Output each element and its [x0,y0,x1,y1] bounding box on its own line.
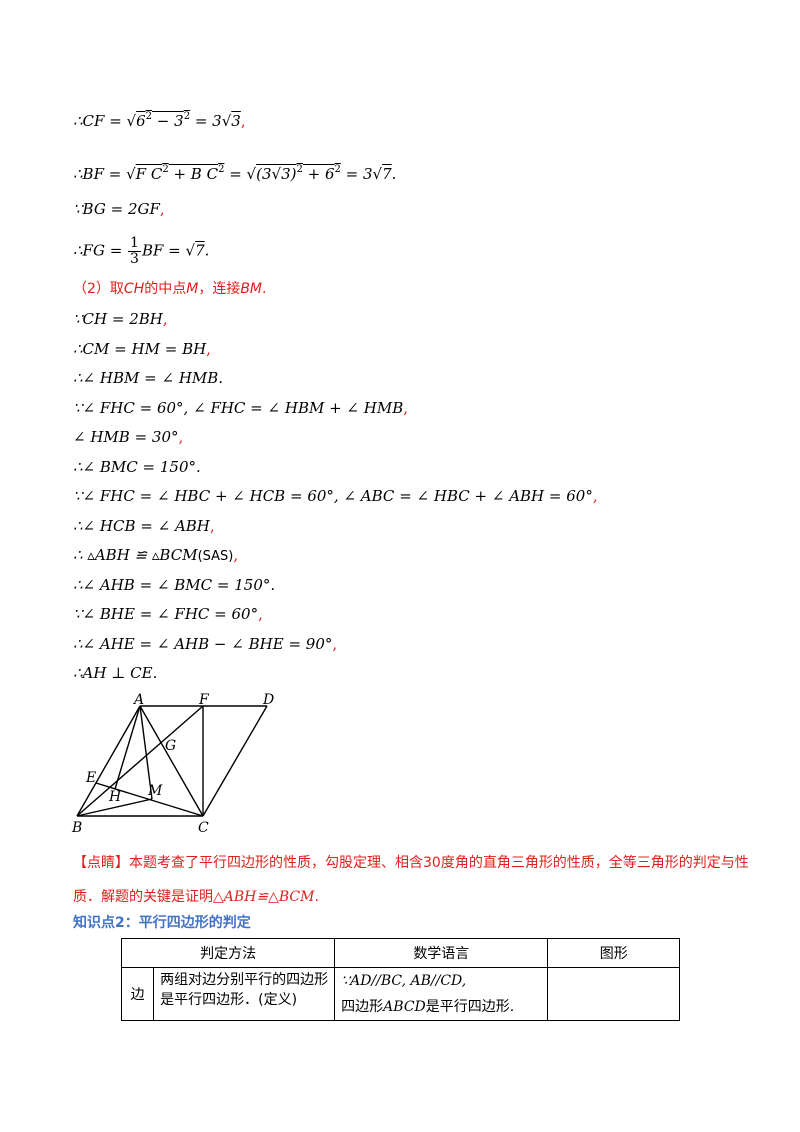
header-figure: 图形 [547,938,680,968]
header-math-language: 数学语言 [334,938,549,968]
row-math-language: ∵AD//BC, AB//CD, 四边形ABCD是平行四边形. [334,967,549,1021]
proof-line: ∵BG = 2GF, [73,200,165,218]
label-F: F [198,692,210,708]
row-category: 边 [120,967,155,1021]
knowledge-point-title: 知识点2：平行四边形的判定 [73,915,251,931]
table-header-row: 判定方法 数学语言 图形 [120,938,680,968]
proof-line: ∵∠ BHE = ∠ FHC = 60°, [73,605,263,623]
proof-line: ∴∠ HBM = ∠ HMB. [73,369,224,387]
proof-line: ∴AH ⊥ CE. [73,664,158,682]
proof-line: ∴ ▵ABH ≌ ▵BCM(SAS), [73,546,239,564]
side-DC [202,705,268,817]
proof-line: ∴∠ BMC = 150°. [73,458,201,476]
proof-line: ∵∠ FHC = ∠ HBC + ∠ HCB = 60°, ∠ ABC = ∠ … [73,487,598,505]
label-D: D [262,692,274,708]
label-C: C [198,820,209,836]
proof-line-part2: （2）取CH的中点M，连接BM. [73,281,267,297]
proof-line: ∴∠ HCB = ∠ ABH, [73,517,215,535]
proof-line: ∴FG = 1 3 BF = √7. [73,235,210,267]
label-A: A [132,692,144,708]
header-method: 判定方法 [120,938,336,968]
label-B: B [71,820,82,836]
proof-line: ∵∠ FHC = 60°, ∠ FHC = ∠ HBM + ∠ HMB, [73,399,409,417]
segment-AM [139,705,153,800]
proof-line: ∴∠ AHB = ∠ BMC = 150°. [73,576,276,594]
proof-line: ∴CF = √62 − 32 = 3√3, [73,111,246,130]
label-G: G [165,738,176,754]
segment-BM [76,798,153,817]
math-statement-1: ∵AD//BC, AB//CD, [341,973,467,989]
segment-AH [114,705,141,790]
label-E: E [85,770,96,786]
row-method: 两组对边分别平行的四边形是平行四边形．(定义) [153,967,336,1021]
side-BA [76,705,141,817]
label-H: H [108,789,122,805]
proof-line: ∵CH = 2BH, [73,310,168,328]
segment-BF [76,705,204,817]
comment-note: 【点睛】本题考查了平行四边形的性质，勾股定理、相含30度角的直角三角形的性质，全… [73,855,749,905]
table-row: 边 两组对边分别平行的四边形是平行四边形．(定义) ∵AD//BC, AB//C… [120,967,680,1021]
parallelogram-figure: A F D G E H M B C [71,692,274,836]
segment-AC [139,705,204,817]
proof-line: ∴CM = HM = BH, [73,340,211,358]
proof-line: ∴BF = √F C2 + B C2 = √(3√3)2 + 62 = 3√7. [73,164,397,183]
row-figure [547,967,680,1021]
criteria-table: 判定方法 数学语言 图形 边 两组对边分别平行的四边形是平行四边形．(定义) ∵… [120,938,680,1021]
math-statement-2: 四边形ABCD是平行四边形. [341,999,515,1015]
proof-line: ∠ HMB = 30°, [73,428,184,446]
proof-line: ∴∠ AHE = ∠ AHB − ∠ BHE = 90°, [73,635,338,653]
label-M: M [147,783,163,799]
